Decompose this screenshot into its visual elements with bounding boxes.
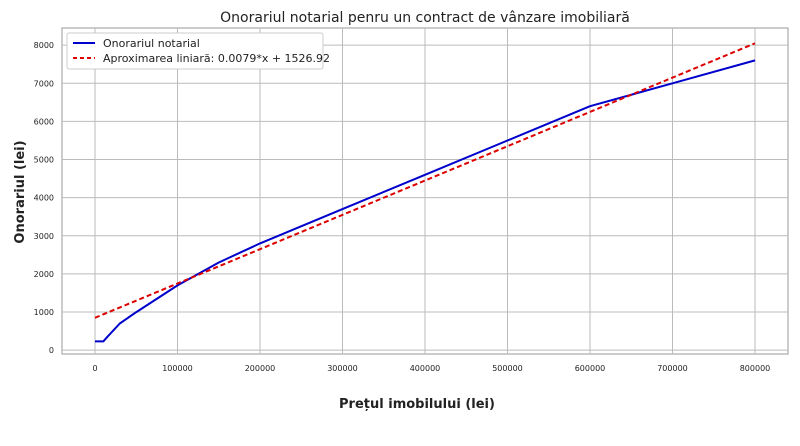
grid — [62, 28, 788, 354]
x-tick-label: 700000 — [657, 364, 688, 373]
legend: Onorariul notarial Aproximarea liniară: … — [66, 32, 330, 70]
y-tick-label: 5000 — [34, 156, 54, 165]
x-tick-label: 300000 — [327, 364, 358, 373]
y-tick-label: 4000 — [34, 194, 54, 203]
chart-title: Onorariul notarial penru un contract de … — [220, 10, 630, 26]
tick-labels: 0 100000 200000 300000 400000 500000 600000 700… — [34, 41, 771, 373]
y-tick-label: 7000 — [34, 79, 54, 88]
legend-box — [66, 32, 324, 70]
series-layer — [94, 42, 756, 343]
x-tick-label: 500000 — [492, 364, 523, 373]
x-tick-label: 800000 — [740, 364, 771, 373]
y-tick-label: 0 — [49, 346, 54, 355]
y-tick-label: 8000 — [34, 41, 54, 50]
x-axis-label: Prețul imobilului (lei) — [339, 397, 495, 412]
y-tick-label: 3000 — [34, 232, 54, 241]
series-line-1 — [94, 42, 756, 319]
legend-label-aproximare: Aproximarea liniară: 0.0079*x + 1526.92 — [103, 52, 330, 65]
x-tick-label: 100000 — [162, 364, 193, 373]
y-axis-label: Onorariul (lei) — [13, 140, 28, 243]
series-line-0 — [95, 59, 756, 343]
x-tick-label: 0 — [92, 364, 97, 373]
x-tick-label: 200000 — [245, 364, 276, 373]
y-tick-label: 6000 — [34, 117, 54, 126]
y-tick-label: 2000 — [34, 270, 54, 279]
x-tick-label: 400000 — [410, 364, 441, 373]
y-tick-label: 1000 — [34, 308, 54, 317]
x-tick-label: 600000 — [575, 364, 606, 373]
legend-label-onorariul: Onorariul notarial — [103, 37, 200, 50]
